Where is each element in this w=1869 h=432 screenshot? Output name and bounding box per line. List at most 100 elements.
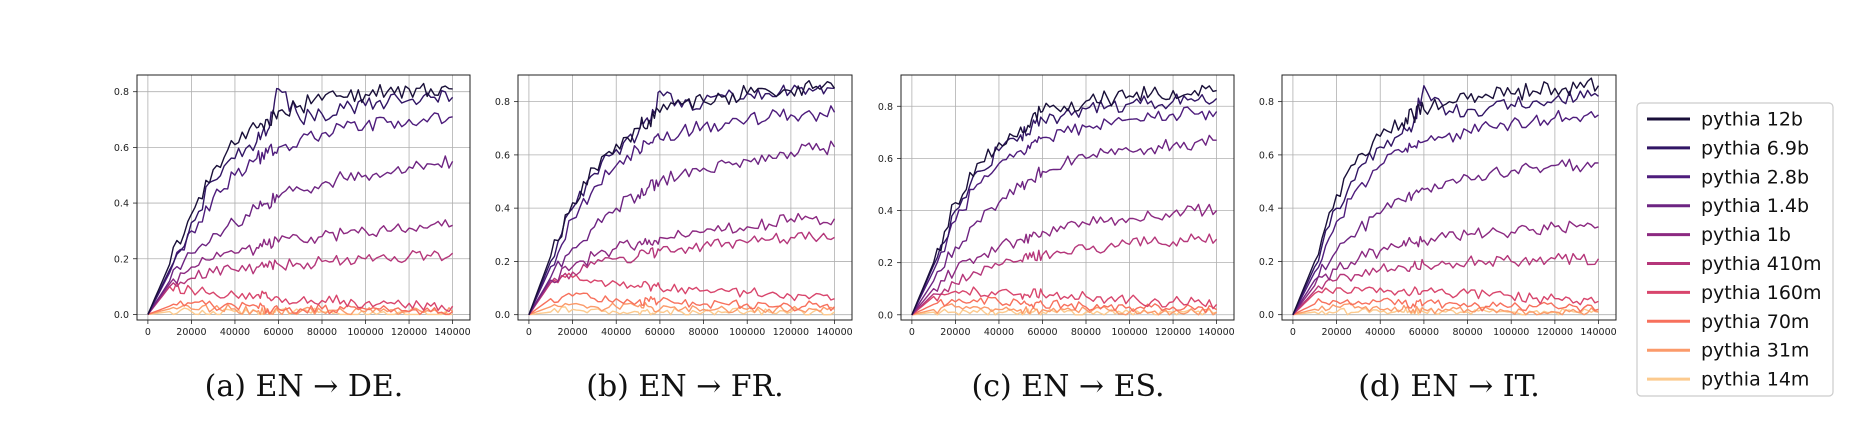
x-tick-label: 80000 — [1452, 327, 1482, 338]
series-line-pythia-31m — [1292, 302, 1599, 316]
plot-frame — [136, 74, 471, 321]
legend-label: pythia 1b — [1701, 224, 1791, 246]
series-line-pythia-1_4b — [147, 155, 454, 315]
plot-frame — [517, 74, 853, 321]
plot-frame — [900, 74, 1235, 321]
x-tick-label: 0 — [1290, 327, 1296, 338]
y-tick-label: 0.2 — [878, 258, 893, 269]
x-tick-label: 140000 — [1580, 327, 1616, 338]
x-tick-label: 40000 — [1365, 327, 1395, 338]
y-tick-label: 0.6 — [1259, 150, 1274, 161]
legend-item: pythia 14m — [1647, 369, 1809, 391]
series-line-pythia-1b — [528, 212, 836, 316]
x-tick-label: 60000 — [1027, 327, 1057, 338]
series-line-pythia-410m — [911, 233, 1218, 316]
chart-panels: 0 20000 40000 60000 80000 100000 120000 140000 0… — [114, 74, 1617, 404]
x-tick-label: 0 — [145, 327, 151, 338]
series-lines — [528, 80, 836, 316]
legend-item: pythia 1.4b — [1647, 195, 1809, 217]
series-lines — [147, 82, 454, 316]
series-line-pythia-2_8b — [911, 106, 1218, 316]
legend-item: pythia 70m — [1647, 311, 1809, 333]
legend-label: pythia 70m — [1701, 311, 1809, 333]
x-tick-label: 120000 — [1537, 327, 1573, 338]
chart-panel-3: 0 20000 40000 60000 80000 100000 120000 140000 0… — [1259, 74, 1617, 404]
x-tick-label: 80000 — [688, 327, 718, 338]
x-tick-label: 60000 — [263, 327, 293, 338]
series-line-pythia-6_9b — [1292, 85, 1599, 315]
legend-item: pythia 410m — [1647, 253, 1822, 275]
legend-label: pythia 6.9b — [1701, 137, 1809, 159]
legend-label: pythia 12b — [1701, 109, 1803, 131]
legend-label: pythia 160m — [1701, 282, 1822, 304]
series-line-pythia-14m — [528, 306, 835, 316]
x-tick-label: 100000 — [1493, 327, 1529, 338]
x-tick-label: 100000 — [729, 327, 765, 338]
y-tick-label: 0.8 — [114, 87, 129, 98]
series-lines — [911, 84, 1218, 316]
y-tick-label: 0.6 — [114, 143, 129, 154]
x-tick-label: 120000 — [391, 327, 427, 338]
legend-label: pythia 31m — [1701, 340, 1809, 362]
series-line-pythia-410m — [1292, 252, 1600, 316]
subfigure-caption: (c) EN → ES. — [971, 369, 1164, 404]
series-line-pythia-1b — [147, 219, 453, 315]
y-tick-label: 0.4 — [495, 204, 510, 215]
x-tick-label: 100000 — [1111, 327, 1147, 338]
x-tick-label: 100000 — [347, 327, 383, 338]
x-tick-label: 80000 — [307, 327, 337, 338]
series-line-pythia-14m — [911, 308, 1217, 316]
series-line-pythia-12b — [528, 80, 836, 315]
legend-label: pythia 410m — [1701, 253, 1822, 275]
subfigure-caption: (a) EN → DE. — [205, 369, 404, 404]
series-line-pythia-1b — [1292, 220, 1599, 316]
legend-label: pythia 1.4b — [1701, 195, 1809, 217]
x-tick-label: 20000 — [1321, 327, 1351, 338]
series-line-pythia-70m — [911, 296, 1217, 316]
series-line-pythia-410m — [147, 250, 454, 315]
y-tick-label: 0.0 — [495, 310, 510, 321]
series-line-pythia-2_8b — [147, 112, 453, 315]
series-line-pythia-12b — [1292, 77, 1600, 315]
series-line-pythia-70m — [147, 299, 454, 316]
y-tick-label: 0.8 — [878, 102, 893, 113]
x-tick-label: 20000 — [940, 327, 970, 338]
x-tick-label: 140000 — [1198, 327, 1234, 338]
series-line-pythia-31m — [147, 303, 454, 316]
series-line-pythia-410m — [528, 231, 835, 316]
x-tick-label: 140000 — [816, 327, 852, 338]
x-tick-label: 0 — [526, 327, 532, 338]
y-tick-label: 0.2 — [1259, 257, 1274, 268]
series-line-pythia-14m — [147, 307, 453, 316]
plot-frame — [1281, 74, 1617, 321]
series-line-pythia-1_4b — [1292, 158, 1599, 316]
series-line-pythia-1b — [911, 203, 1218, 316]
y-tick-label: 0.2 — [495, 257, 510, 268]
y-tick-label: 0.0 — [878, 310, 893, 321]
x-tick-label: 0 — [909, 327, 915, 338]
legend-item: pythia 160m — [1647, 282, 1822, 304]
series-line-pythia-6_9b — [911, 93, 1218, 316]
legend-label: pythia 2.8b — [1701, 166, 1809, 188]
y-tick-label: 0.0 — [114, 310, 129, 321]
legend-label: pythia 14m — [1701, 369, 1809, 391]
series-line-pythia-1_4b — [911, 134, 1217, 316]
y-tick-label: 0.4 — [1259, 204, 1274, 215]
legend-item: pythia 1b — [1647, 224, 1791, 246]
series-line-pythia-160m — [1292, 286, 1599, 316]
x-tick-label: 20000 — [176, 327, 206, 338]
chart-panel-0: 0 20000 40000 60000 80000 100000 120000 140000 0… — [114, 74, 471, 404]
y-tick-label: 0.2 — [114, 254, 129, 265]
legend-item: pythia 6.9b — [1647, 137, 1809, 159]
y-tick-label: 0.8 — [1259, 97, 1274, 108]
y-tick-label: 0.4 — [114, 199, 129, 210]
subfigure-caption: (d) EN → IT. — [1358, 369, 1540, 404]
series-line-pythia-6_9b — [528, 84, 835, 315]
y-tick-label: 0.6 — [495, 150, 510, 161]
x-tick-label: 40000 — [601, 327, 631, 338]
x-tick-label: 80000 — [1071, 327, 1101, 338]
legend-item: pythia 31m — [1647, 340, 1809, 362]
series-line-pythia-2_8b — [528, 105, 836, 315]
chart-panel-2: 0 20000 40000 60000 80000 100000 120000 140000 0… — [878, 74, 1235, 404]
series-line-pythia-70m — [1292, 297, 1599, 316]
